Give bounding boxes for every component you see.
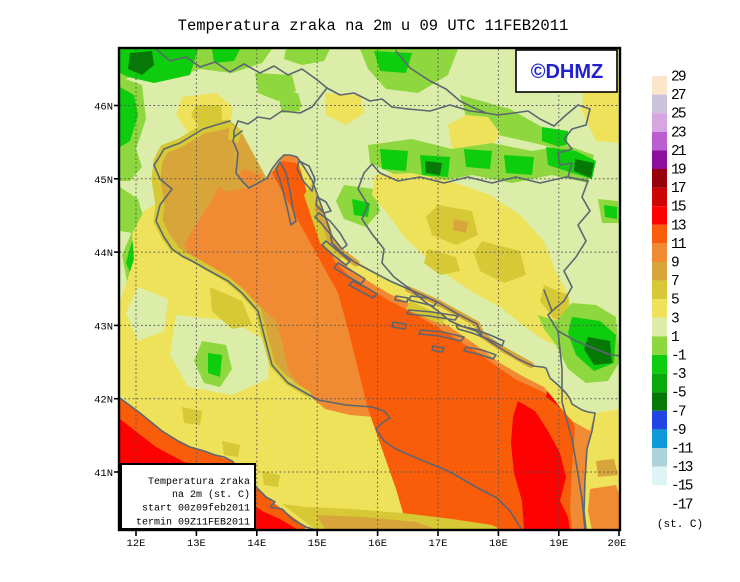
svg-text:16E: 16E (368, 538, 387, 550)
svg-text:-7: -7 (671, 404, 686, 420)
svg-text:13: 13 (671, 218, 686, 234)
svg-text:23: 23 (671, 125, 686, 141)
svg-text:(st. C): (st. C) (657, 519, 703, 531)
svg-text:-1: -1 (671, 349, 686, 365)
svg-text:17: 17 (671, 181, 686, 197)
svg-text:-5: -5 (671, 386, 686, 402)
svg-text:12E: 12E (127, 538, 146, 550)
svg-text:na 2m (st. C): na 2m (st. C) (172, 489, 250, 501)
svg-text:7: 7 (671, 274, 679, 290)
svg-text:3: 3 (671, 311, 679, 327)
svg-text:-3: -3 (671, 367, 686, 383)
svg-text:14E: 14E (247, 538, 266, 550)
svg-text:-9: -9 (671, 423, 686, 439)
svg-text:15E: 15E (308, 538, 327, 550)
svg-text:13E: 13E (187, 538, 206, 550)
svg-text:©DHMZ: ©DHMZ (531, 61, 604, 83)
svg-text:25: 25 (671, 107, 686, 123)
svg-text:19: 19 (671, 163, 686, 179)
svg-text:Temperatura zraka: Temperatura zraka (148, 476, 250, 488)
svg-text:Temperatura zraka na 2m u 09 U: Temperatura zraka na 2m u 09 UTC 11FEB20… (178, 17, 569, 35)
svg-text:-15: -15 (671, 479, 693, 495)
svg-text:46N: 46N (94, 102, 113, 114)
svg-text:5: 5 (671, 293, 679, 309)
svg-text:19E: 19E (549, 538, 568, 550)
svg-text:-13: -13 (671, 460, 693, 476)
svg-text:17E: 17E (429, 538, 448, 550)
svg-text:44N: 44N (94, 248, 113, 260)
svg-text:21: 21 (671, 144, 686, 160)
svg-text:-11: -11 (671, 442, 693, 458)
svg-text:11: 11 (671, 237, 686, 253)
svg-text:9: 9 (671, 256, 679, 272)
svg-text:43N: 43N (94, 321, 113, 333)
svg-text:27: 27 (671, 88, 686, 104)
svg-text:29: 29 (671, 70, 686, 86)
svg-text:start 00z09feb2011: start 00z09feb2011 (142, 503, 250, 515)
svg-text:45N: 45N (94, 175, 113, 187)
svg-text:41N: 41N (94, 468, 113, 480)
svg-text:-17: -17 (671, 497, 693, 513)
svg-text:42N: 42N (94, 395, 113, 407)
svg-text:20E: 20E (608, 538, 627, 550)
svg-text:1: 1 (671, 330, 679, 346)
svg-text:15: 15 (671, 200, 686, 216)
svg-text:18E: 18E (489, 538, 508, 550)
svg-text:termin 09Z11FEB2011: termin 09Z11FEB2011 (136, 517, 250, 529)
